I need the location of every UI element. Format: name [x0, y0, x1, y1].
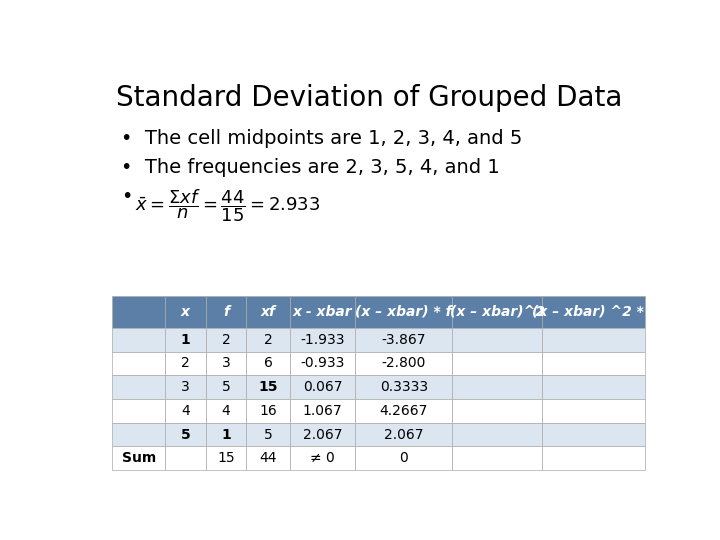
Text: x: x	[181, 305, 190, 319]
FancyBboxPatch shape	[246, 328, 290, 352]
FancyBboxPatch shape	[112, 423, 166, 447]
FancyBboxPatch shape	[112, 295, 166, 328]
Text: 1: 1	[221, 428, 231, 442]
FancyBboxPatch shape	[356, 295, 452, 328]
FancyBboxPatch shape	[166, 375, 206, 399]
FancyBboxPatch shape	[290, 447, 356, 470]
FancyBboxPatch shape	[452, 295, 542, 328]
Text: 4: 4	[181, 404, 190, 418]
Text: (x – xbar) ^2 * f: (x – xbar) ^2 * f	[532, 305, 655, 319]
Text: 2: 2	[181, 356, 190, 370]
Text: -2.800: -2.800	[382, 356, 426, 370]
FancyBboxPatch shape	[542, 399, 645, 423]
FancyBboxPatch shape	[542, 423, 645, 447]
FancyBboxPatch shape	[452, 328, 542, 352]
FancyBboxPatch shape	[246, 423, 290, 447]
Text: -3.867: -3.867	[382, 333, 426, 347]
FancyBboxPatch shape	[112, 352, 166, 375]
FancyBboxPatch shape	[356, 423, 452, 447]
FancyBboxPatch shape	[112, 375, 166, 399]
Text: f: f	[223, 305, 229, 319]
FancyBboxPatch shape	[206, 295, 246, 328]
Text: 44: 44	[259, 451, 277, 465]
FancyBboxPatch shape	[452, 352, 542, 375]
Text: 3: 3	[181, 380, 190, 394]
FancyBboxPatch shape	[246, 352, 290, 375]
Text: 0: 0	[400, 451, 408, 465]
FancyBboxPatch shape	[290, 399, 356, 423]
FancyBboxPatch shape	[246, 447, 290, 470]
FancyBboxPatch shape	[356, 399, 452, 423]
FancyBboxPatch shape	[290, 295, 356, 328]
FancyBboxPatch shape	[290, 328, 356, 352]
Text: 4.2667: 4.2667	[379, 404, 428, 418]
Text: Sum: Sum	[122, 451, 156, 465]
FancyBboxPatch shape	[166, 423, 206, 447]
FancyBboxPatch shape	[542, 295, 645, 328]
FancyBboxPatch shape	[206, 328, 246, 352]
Text: 2.067: 2.067	[384, 428, 423, 442]
FancyBboxPatch shape	[290, 352, 356, 375]
FancyBboxPatch shape	[452, 399, 542, 423]
FancyBboxPatch shape	[356, 375, 452, 399]
Text: •  The frequencies are 2, 3, 5, 4, and 1: • The frequencies are 2, 3, 5, 4, and 1	[121, 158, 500, 177]
Text: (x – xbar) * f: (x – xbar) * f	[356, 305, 452, 319]
Text: 1.067: 1.067	[303, 404, 343, 418]
FancyBboxPatch shape	[166, 328, 206, 352]
Text: 4: 4	[222, 404, 230, 418]
Text: (x – xbar)^2: (x – xbar)^2	[450, 305, 544, 319]
Text: -1.933: -1.933	[300, 333, 345, 347]
FancyBboxPatch shape	[356, 352, 452, 375]
FancyBboxPatch shape	[542, 328, 645, 352]
Text: 15: 15	[217, 451, 235, 465]
FancyBboxPatch shape	[166, 295, 206, 328]
FancyBboxPatch shape	[290, 423, 356, 447]
Text: 5: 5	[222, 380, 230, 394]
FancyBboxPatch shape	[112, 399, 166, 423]
Text: •  The cell midpoints are 1, 2, 3, 4, and 5: • The cell midpoints are 1, 2, 3, 4, and…	[121, 129, 522, 149]
Text: •: •	[121, 187, 132, 206]
Text: ≠ 0: ≠ 0	[310, 451, 335, 465]
Text: 2.067: 2.067	[303, 428, 343, 442]
Text: -0.933: -0.933	[300, 356, 345, 370]
FancyBboxPatch shape	[166, 447, 206, 470]
FancyBboxPatch shape	[290, 375, 356, 399]
Text: 15: 15	[258, 380, 278, 394]
Text: x - xbar: x - xbar	[293, 305, 353, 319]
Text: 3: 3	[222, 356, 230, 370]
FancyBboxPatch shape	[542, 447, 645, 470]
FancyBboxPatch shape	[206, 399, 246, 423]
Text: xf: xf	[261, 305, 276, 319]
FancyBboxPatch shape	[206, 447, 246, 470]
Text: 0.3333: 0.3333	[379, 380, 428, 394]
FancyBboxPatch shape	[542, 352, 645, 375]
Text: Standard Deviation of Grouped Data: Standard Deviation of Grouped Data	[116, 84, 622, 112]
Text: $\bar{x}=\dfrac{\Sigma xf}{n}=\dfrac{44}{15}=2.933$: $\bar{x}=\dfrac{\Sigma xf}{n}=\dfrac{44}…	[135, 187, 320, 224]
Text: 6: 6	[264, 356, 273, 370]
FancyBboxPatch shape	[356, 328, 452, 352]
FancyBboxPatch shape	[112, 447, 166, 470]
Text: 1: 1	[181, 333, 190, 347]
FancyBboxPatch shape	[246, 375, 290, 399]
FancyBboxPatch shape	[246, 399, 290, 423]
Text: 0.067: 0.067	[303, 380, 343, 394]
Text: 2: 2	[222, 333, 230, 347]
FancyBboxPatch shape	[166, 399, 206, 423]
Text: 5: 5	[264, 428, 272, 442]
FancyBboxPatch shape	[206, 352, 246, 375]
FancyBboxPatch shape	[542, 375, 645, 399]
FancyBboxPatch shape	[452, 447, 542, 470]
FancyBboxPatch shape	[452, 423, 542, 447]
FancyBboxPatch shape	[166, 352, 206, 375]
FancyBboxPatch shape	[356, 447, 452, 470]
FancyBboxPatch shape	[452, 375, 542, 399]
Text: 5: 5	[181, 428, 190, 442]
FancyBboxPatch shape	[206, 375, 246, 399]
FancyBboxPatch shape	[246, 295, 290, 328]
Text: 2: 2	[264, 333, 272, 347]
FancyBboxPatch shape	[206, 423, 246, 447]
Text: 16: 16	[259, 404, 277, 418]
FancyBboxPatch shape	[112, 328, 166, 352]
